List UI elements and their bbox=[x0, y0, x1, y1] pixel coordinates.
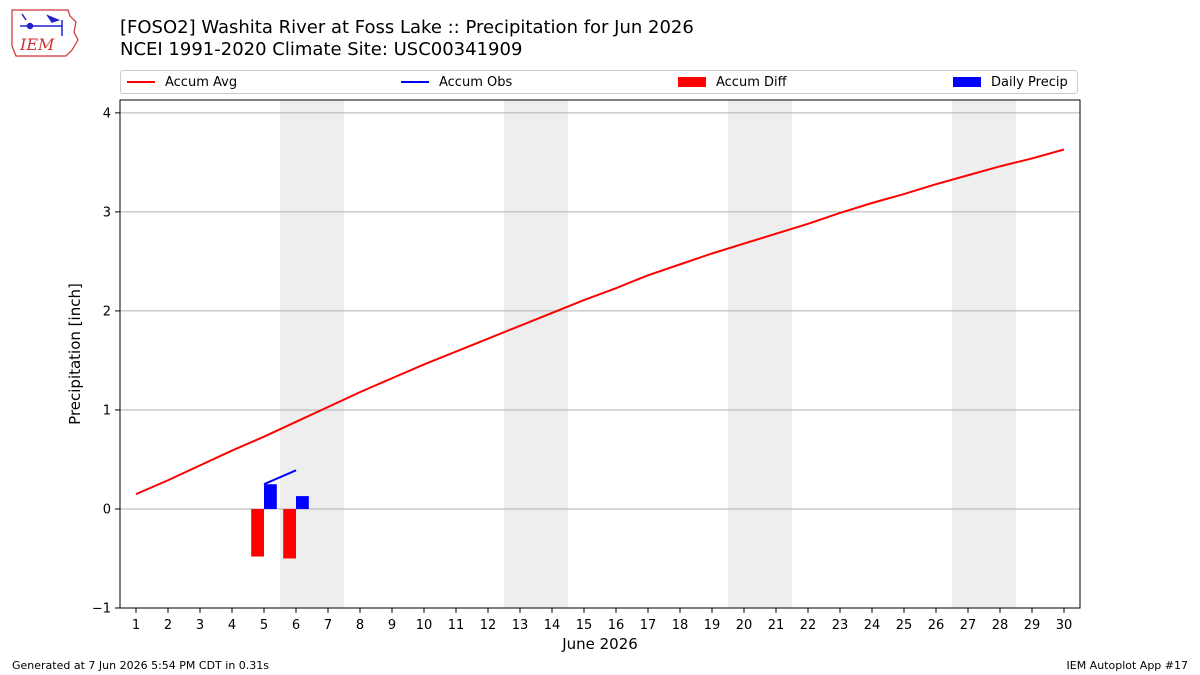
y-tick-label-1: 0 bbox=[103, 502, 111, 517]
legend-swatch-accum-diff bbox=[678, 77, 706, 87]
x-tick-label-11: 11 bbox=[448, 618, 465, 633]
x-tick-label-14: 14 bbox=[544, 618, 561, 633]
chart-subtitle: NCEI 1991-2020 Climate Site: USC00341909 bbox=[120, 39, 523, 60]
accum-diff-bar-6 bbox=[283, 508, 296, 559]
x-axis-label: June 2026 bbox=[561, 635, 638, 653]
x-tick-label-3: 3 bbox=[196, 618, 204, 633]
x-tick-label-8: 8 bbox=[356, 618, 364, 633]
x-tick-label-21: 21 bbox=[768, 618, 785, 633]
x-tick-label-28: 28 bbox=[992, 618, 1009, 633]
x-tick-label-26: 26 bbox=[928, 618, 945, 633]
y-axis-label: Precipitation [inch] bbox=[66, 283, 84, 425]
x-tick-label-1: 1 bbox=[132, 618, 140, 633]
x-tick-label-12: 12 bbox=[480, 618, 497, 633]
weekend-band-2 bbox=[728, 100, 792, 608]
legend-label-accum-obs: Accum Obs bbox=[439, 74, 513, 90]
weather-station-icon bbox=[20, 13, 63, 36]
x-tick-label-30: 30 bbox=[1056, 618, 1073, 633]
legend-item-accum-obs: Accum Obs bbox=[401, 71, 512, 93]
x-tick-label-17: 17 bbox=[640, 618, 657, 633]
x-tick-label-20: 20 bbox=[736, 618, 753, 633]
x-tick-label-23: 23 bbox=[832, 618, 849, 633]
accum-obs-line bbox=[263, 469, 297, 486]
x-tick-label-16: 16 bbox=[608, 618, 625, 633]
legend-swatch-accum-avg bbox=[127, 81, 155, 83]
accum-avg-line bbox=[135, 148, 1065, 496]
x-tick-label-9: 9 bbox=[388, 618, 396, 633]
legend-label-accum-diff: Accum Diff bbox=[716, 74, 787, 90]
weekend-band-1 bbox=[504, 100, 568, 608]
x-tick-label-25: 25 bbox=[896, 618, 913, 633]
y-tick-label-5: 4 bbox=[103, 106, 111, 121]
x-tick-label-13: 13 bbox=[512, 618, 529, 633]
x-tick-label-24: 24 bbox=[864, 618, 881, 633]
legend-label-daily-precip: Daily Precip bbox=[991, 74, 1068, 90]
chart-title: [FOSO2] Washita River at Foss Lake :: Pr… bbox=[120, 17, 694, 38]
x-tick-label-2: 2 bbox=[164, 618, 172, 633]
x-tick-label-29: 29 bbox=[1024, 618, 1041, 633]
footer-generated: Generated at 7 Jun 2026 5:54 PM CDT in 0… bbox=[12, 659, 270, 672]
legend-swatch-daily-precip bbox=[953, 77, 981, 87]
legend-item-accum-avg: Accum Avg bbox=[127, 71, 237, 93]
iem-logo: IEM bbox=[11, 9, 79, 57]
legend-label-accum-avg: Accum Avg bbox=[165, 74, 238, 90]
x-tick-label-18: 18 bbox=[672, 618, 689, 633]
accum-diff-bar-5 bbox=[251, 508, 264, 557]
x-tick-label-5: 5 bbox=[260, 618, 268, 633]
footer-app-id: IEM Autoplot App #17 bbox=[1066, 659, 1189, 672]
x-tick-label-22: 22 bbox=[800, 618, 817, 633]
y-tick-label-2: 1 bbox=[103, 403, 111, 418]
y-tick-label-0: −1 bbox=[92, 602, 111, 617]
weekend-band-3 bbox=[952, 100, 1016, 608]
x-tick-label-19: 19 bbox=[704, 618, 721, 633]
chart-legend: Accum Avg Accum Obs Accum Diff Daily Pre… bbox=[120, 70, 1078, 94]
legend-item-accum-diff: Accum Diff bbox=[678, 71, 787, 93]
logo-text: IEM bbox=[19, 35, 55, 54]
daily-precip-bar-5 bbox=[264, 484, 277, 509]
legend-swatch-accum-obs bbox=[401, 81, 429, 83]
x-tick-label-6: 6 bbox=[292, 618, 300, 633]
x-tick-label-7: 7 bbox=[324, 618, 332, 633]
daily-precip-bar-6 bbox=[296, 496, 309, 509]
x-tick-label-27: 27 bbox=[960, 618, 977, 633]
x-tick-label-10: 10 bbox=[416, 618, 433, 633]
plot-frame bbox=[119, 99, 1081, 609]
x-tick-label-4: 4 bbox=[228, 618, 236, 633]
x-tick-label-15: 15 bbox=[576, 618, 593, 633]
y-tick-label-3: 2 bbox=[103, 304, 111, 319]
y-tick-label-4: 3 bbox=[103, 205, 111, 220]
legend-item-daily-precip: Daily Precip bbox=[953, 71, 1068, 93]
